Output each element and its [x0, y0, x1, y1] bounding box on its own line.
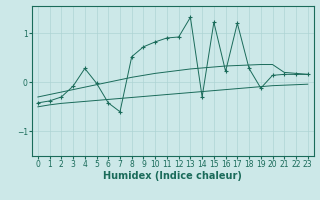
X-axis label: Humidex (Indice chaleur): Humidex (Indice chaleur): [103, 171, 242, 181]
